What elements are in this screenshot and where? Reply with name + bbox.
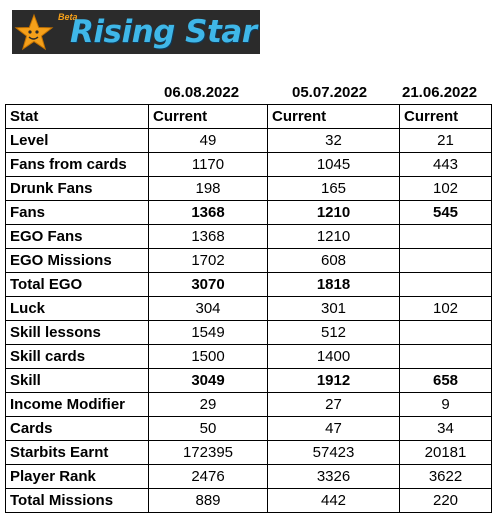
stat-value: 545 <box>399 200 492 225</box>
stat-name: Total Missions <box>5 488 149 513</box>
table-row: Skill lessons 1549 512 <box>5 320 492 345</box>
stat-value: 50 <box>148 416 268 441</box>
stats-table: Stat Current Current Current Level 49 32 21… <box>5 104 492 513</box>
table-row: Luck 304 301 102 <box>5 296 492 321</box>
brand-name: Rising Star <box>70 14 257 50</box>
stat-value: 3070 <box>148 272 268 297</box>
date-col-1: 06.08.2022 <box>164 84 240 101</box>
stat-value: 2476 <box>148 464 268 489</box>
stat-name: Fans <box>5 200 149 225</box>
stat-name: Income Modifier <box>5 392 149 417</box>
stat-name: EGO Fans <box>5 224 149 249</box>
stat-value: 102 <box>399 296 492 321</box>
table-row: Fans from cards 1170 1045 443 <box>5 152 492 177</box>
stat-value: 3326 <box>267 464 400 489</box>
stat-value: 57423 <box>267 440 400 465</box>
stat-value: 658 <box>399 368 492 393</box>
table-row: Income Modifier 29 27 9 <box>5 392 492 417</box>
stat-value: 889 <box>148 488 268 513</box>
stat-value: 47 <box>267 416 400 441</box>
table-row: Starbits Earnt 172395 57423 20181 <box>5 440 492 465</box>
table-row: Skill 3049 1912 658 <box>5 368 492 393</box>
stat-value: 21 <box>399 128 492 153</box>
stat-value: 27 <box>267 392 400 417</box>
table-row: Skill cards 1500 1400 <box>5 344 492 369</box>
table-row: Cards 50 47 34 <box>5 416 492 441</box>
stat-value: 9 <box>399 392 492 417</box>
stat-value: 102 <box>399 176 492 201</box>
stat-name: Skill <box>5 368 149 393</box>
table-header-row: Stat Current Current Current <box>5 104 492 129</box>
stat-value: 29 <box>148 392 268 417</box>
stat-value <box>399 344 492 369</box>
stat-value: 20181 <box>399 440 492 465</box>
stat-value: 49 <box>148 128 268 153</box>
stat-value <box>399 272 492 297</box>
stat-value: 512 <box>267 320 400 345</box>
stat-value: 1818 <box>267 272 400 297</box>
stat-value: 1400 <box>267 344 400 369</box>
stat-value: 1045 <box>267 152 400 177</box>
stat-value: 442 <box>267 488 400 513</box>
stat-name: Level <box>5 128 149 153</box>
stat-value: 1702 <box>148 248 268 273</box>
stat-value <box>399 320 492 345</box>
stat-value: 1500 <box>148 344 268 369</box>
stat-name: EGO Missions <box>5 248 149 273</box>
stat-value: 608 <box>267 248 400 273</box>
stat-name: Total EGO <box>5 272 149 297</box>
stat-name: Fans from cards <box>5 152 149 177</box>
stat-value: 1170 <box>148 152 268 177</box>
stat-value: 1210 <box>267 224 400 249</box>
stat-value: 1368 <box>148 200 268 225</box>
stat-value: 32 <box>267 128 400 153</box>
header-current-2: Current <box>267 104 400 129</box>
table-row: EGO Missions 1702 608 <box>5 248 492 273</box>
stat-name: Cards <box>5 416 149 441</box>
stat-name: Starbits Earnt <box>5 440 149 465</box>
stat-value: 198 <box>148 176 268 201</box>
date-header-row: 06.08.2022 05.07.2022 21.06.2022 <box>0 84 498 104</box>
stat-name: Luck <box>5 296 149 321</box>
table-row: EGO Fans 1368 1210 <box>5 224 492 249</box>
stat-value: 34 <box>399 416 492 441</box>
table-row: Fans 1368 1210 545 <box>5 200 492 225</box>
table-row: Total Missions 889 442 220 <box>5 488 492 513</box>
stat-name: Skill cards <box>5 344 149 369</box>
star-icon <box>14 13 54 51</box>
header-current-1: Current <box>148 104 268 129</box>
stat-value: 3622 <box>399 464 492 489</box>
header-stat: Stat <box>5 104 149 129</box>
stat-value: 443 <box>399 152 492 177</box>
table-row: Drunk Fans 198 165 102 <box>5 176 492 201</box>
stat-value: 1912 <box>267 368 400 393</box>
stat-value: 304 <box>148 296 268 321</box>
table-row: Total EGO 3070 1818 <box>5 272 492 297</box>
table-row: Player Rank 2476 3326 3622 <box>5 464 492 489</box>
stat-value: 165 <box>267 176 400 201</box>
table-row: Level 49 32 21 <box>5 128 492 153</box>
stat-value: 172395 <box>148 440 268 465</box>
stat-value: 1368 <box>148 224 268 249</box>
header-current-3: Current <box>399 104 492 129</box>
beta-label: Beta <box>58 12 78 22</box>
stat-value: 220 <box>399 488 492 513</box>
stat-value <box>399 248 492 273</box>
date-col-2: 05.07.2022 <box>292 84 368 101</box>
stat-value <box>399 224 492 249</box>
stat-value: 1210 <box>267 200 400 225</box>
rising-star-logo: Beta Rising Star <box>12 10 260 54</box>
stat-value: 1549 <box>148 320 268 345</box>
stat-value: 3049 <box>148 368 268 393</box>
stat-value: 301 <box>267 296 400 321</box>
stat-name: Player Rank <box>5 464 149 489</box>
stat-name: Skill lessons <box>5 320 149 345</box>
date-col-3: 21.06.2022 <box>402 84 478 101</box>
stat-name: Drunk Fans <box>5 176 149 201</box>
